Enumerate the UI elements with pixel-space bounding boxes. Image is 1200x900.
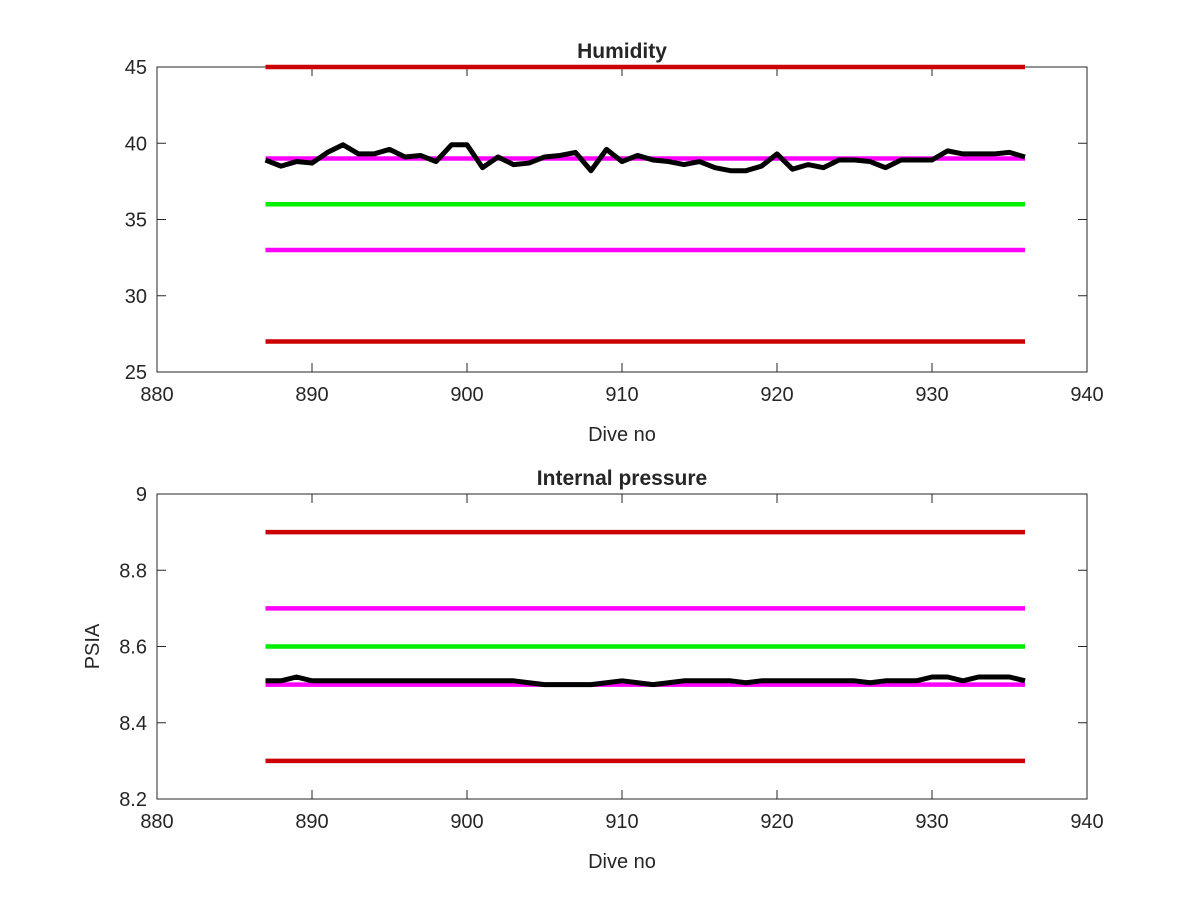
series-group [264, 64, 1026, 344]
y-tick-label: 45 [125, 57, 147, 79]
plot-area [156, 66, 1088, 373]
data-series-line [265, 674, 1026, 688]
y-tick-label: 8.2 [119, 789, 147, 811]
x-tick-label: 900 [450, 811, 483, 833]
x-tick-label: 930 [915, 384, 948, 406]
y-tick-label: 8.4 [119, 713, 147, 735]
x-tick-label: 940 [1070, 811, 1103, 833]
chart-title: Humidity [577, 40, 667, 63]
x-tick-label: 900 [450, 384, 483, 406]
x-tick-label: 890 [295, 811, 328, 833]
x-tick-label: 880 [140, 811, 173, 833]
y-tick-label: 30 [125, 286, 147, 308]
x-tick-label: 930 [915, 811, 948, 833]
x-tick-label: 920 [760, 384, 793, 406]
y-tick-label: 25 [125, 362, 147, 384]
x-axis-label: Dive no [588, 851, 656, 873]
y-axis-label: PSIA [82, 623, 104, 669]
x-tick-label: 940 [1070, 384, 1103, 406]
series-group [265, 529, 1026, 764]
chart-1: 880 890 900 910 920 930 940 8.2 8.4 8.6 8.8 9 Intern… [82, 467, 1104, 873]
x-axis-label: Dive no [588, 424, 656, 446]
x-tick-label: 890 [295, 384, 328, 406]
chart-title: Internal pressure [537, 467, 707, 490]
x-tick-label: 880 [140, 384, 173, 406]
x-tick-label: 920 [760, 811, 793, 833]
y-tick-label: 9 [136, 484, 147, 506]
x-tick-label: 910 [605, 811, 638, 833]
y-tick-label: 40 [125, 133, 147, 155]
x-tick-label: 910 [605, 384, 638, 406]
chart-0: 880 890 900 910 920 930 940 25 30 35 40 45 Humidity D… [125, 40, 1104, 446]
y-tick-label: 35 [125, 210, 147, 232]
y-tick-label: 8.8 [119, 560, 147, 582]
y-tick-label: 8.6 [119, 637, 147, 659]
data-series-line [264, 142, 1026, 174]
